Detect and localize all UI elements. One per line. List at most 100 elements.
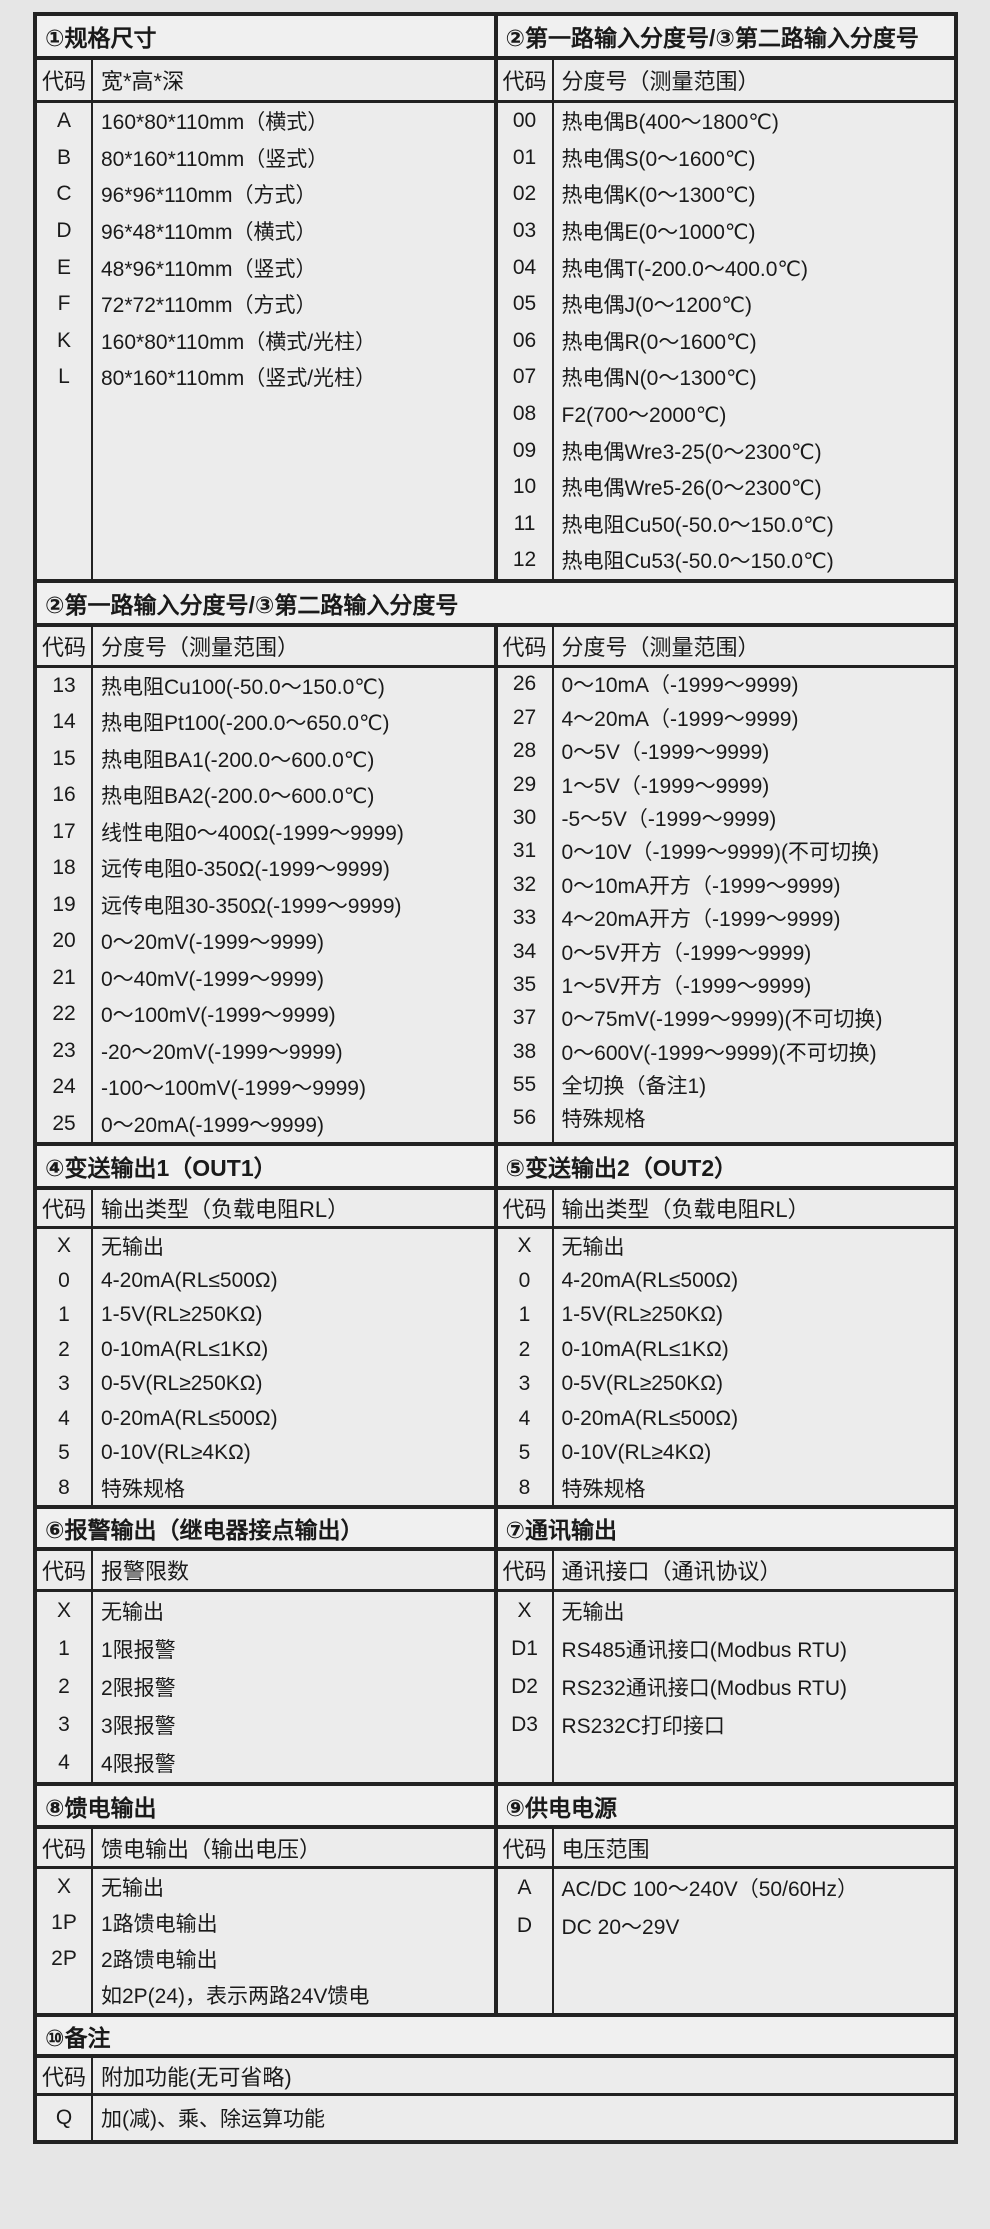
row-code: 01 bbox=[512, 145, 537, 169]
code-table-column: 代码 输出类型（负载电阻RL） X 0 1 2 3 4 5 8 无输出 4-20mA(RL≤500Ω… bbox=[493, 1190, 955, 1506]
row-description: 无输出 bbox=[561, 1236, 625, 1260]
row-description: 热电偶R(0～1600℃) bbox=[561, 330, 757, 354]
section-6-7-body: 代码 报警限数 X 1 2 3 4 无输出 1限报警 2限报警 3限报警 4限报警 代码 通讯接口（… bbox=[37, 1551, 955, 1783]
code-column-header: 代码 bbox=[37, 1190, 93, 1227]
row-code: 20 bbox=[52, 929, 76, 953]
description-column-header: 通讯接口（通讯协议） bbox=[561, 1559, 782, 1585]
row-description: 热电偶S(0～1600℃) bbox=[561, 147, 756, 171]
row-code: 3 bbox=[58, 1372, 70, 1396]
column-header-row: 代码 分度号（测量范围） bbox=[497, 60, 954, 103]
code-rows: A B C D E F K L 160*80*110mm（横式） 80*160*110mm（竖式）… bbox=[37, 103, 494, 579]
code-table-column: 代码 馈电输出（输出电压） X 1P 2P 无输出 1路馈电输出 2路馈电输出 如2P(24)… bbox=[37, 1829, 494, 2014]
description-cells: 加(减)、乘、除运算功能 bbox=[93, 2096, 954, 2140]
column-header-row: 代码 输出类型（负载电阻RL） bbox=[497, 1190, 954, 1230]
code-column-header: 代码 bbox=[37, 2058, 93, 2094]
row-code: X bbox=[517, 1234, 532, 1258]
row-description: 热电偶J(0～1200℃) bbox=[561, 294, 752, 318]
row-description: 0-10V(RL≥4KΩ) bbox=[561, 1441, 712, 1465]
row-code: 30 bbox=[512, 805, 537, 829]
row-description: 0-5V(RL≥250KΩ) bbox=[101, 1372, 263, 1396]
code-table-column: 代码 电压范围 A D AC/DC 100～240V（50/60Hz） DC 20～29… bbox=[493, 1829, 954, 2014]
row-code: E bbox=[56, 255, 71, 279]
row-description: 0～10mA开方（-1999～9999) bbox=[561, 874, 841, 898]
row-code: 09 bbox=[512, 438, 537, 462]
description-column-header: 宽*高*深 bbox=[101, 69, 185, 94]
section-header-row: ①规格尺寸 ②第一路输入分度号/③第二路输入分度号 bbox=[37, 16, 954, 60]
code-cells: 00 01 02 03 04 05 06 07 08 09 10 11 12 bbox=[498, 103, 554, 579]
section-header-row: ④变送输出1（OUT1） ⑤变送输出2（OUT2） bbox=[37, 1142, 954, 1191]
row-code: 2 bbox=[58, 1675, 70, 1699]
code-cells: X 1P 2P bbox=[37, 1869, 93, 2014]
code-rows: X 1P 2P 无输出 1路馈电输出 2路馈电输出 如2P(24)，表示两路24V馈电 bbox=[37, 1869, 494, 2014]
code-rows: 26 27 28 29 30 31 32 33 34 35 37 38 55 56 0～10mA（-1999… bbox=[498, 667, 955, 1143]
description-column-header: 附加功能(无可省略) bbox=[101, 2064, 292, 2090]
row-code: 12 bbox=[512, 548, 537, 572]
code-rows: X 1 2 3 4 无输出 1限报警 2限报警 3限报警 4限报警 bbox=[37, 1592, 494, 1783]
row-code: 18 bbox=[52, 856, 76, 880]
row-description: 0-10V(RL≥4KΩ) bbox=[101, 1441, 251, 1465]
row-code: 1 bbox=[518, 1303, 531, 1327]
row-code: 31 bbox=[512, 839, 537, 863]
row-code: 55 bbox=[512, 1073, 537, 1097]
row-code: 28 bbox=[512, 739, 537, 763]
description-cells: 0～10mA（-1999～9999) 4～20mA（-1999～9999) 0～5V… bbox=[554, 668, 955, 1143]
row-description: 0-20mA(RL≤500Ω) bbox=[101, 1406, 278, 1430]
code-column-header: 代码 bbox=[37, 60, 93, 100]
row-description: 0～600V(-1999～9999)(不可切换) bbox=[561, 1041, 877, 1065]
row-description: 1～5V（-1999～9999) bbox=[561, 774, 770, 798]
row-description: 2限报警 bbox=[101, 1677, 176, 1701]
row-description: 0-5V(RL≥250KΩ) bbox=[561, 1372, 723, 1396]
row-code: 27 bbox=[512, 705, 537, 729]
row-code: 15 bbox=[52, 746, 76, 770]
row-code: 22 bbox=[52, 1002, 76, 1026]
code-table-column: 代码 输出类型（负载电阻RL） X 0 1 2 3 4 5 8 无输出 4-20mA(RL≤500Ω… bbox=[37, 1190, 494, 1506]
row-code: 32 bbox=[512, 872, 537, 896]
row-code: 34 bbox=[512, 939, 537, 963]
code-cells: 13 14 15 16 17 18 19 20 21 22 23 24 25 bbox=[37, 667, 93, 1143]
description-column-header: 输出类型（负载电阻RL） bbox=[561, 1197, 810, 1223]
row-code: 2P bbox=[51, 1947, 77, 1971]
code-column-header: 代码 bbox=[37, 1551, 93, 1590]
row-code: 16 bbox=[52, 783, 76, 807]
row-code: 33 bbox=[512, 906, 537, 930]
description-column-header: 分度号（测量范围） bbox=[101, 634, 300, 660]
description-cells: 无输出 1限报警 2限报警 3限报警 4限报警 bbox=[93, 1592, 494, 1782]
code-table-column: 代码 分度号（测量范围） 00 01 02 03 04 05 06 07 08 09 10 11 12 热电… bbox=[493, 60, 955, 579]
row-description: 无输出 bbox=[101, 1877, 164, 1901]
row-description: 无输出 bbox=[101, 1601, 164, 1625]
row-description: 80*160*110mm（竖式） bbox=[101, 147, 329, 171]
code-column-header: 代码 bbox=[498, 1829, 554, 1867]
description-column-header: 报警限数 bbox=[101, 1559, 190, 1585]
row-description: 0～5V（-1999～9999) bbox=[561, 741, 770, 765]
row-code: 00 bbox=[512, 109, 537, 133]
code-rows: X D1 D2 D3 无输出 RS485通讯接口(Modbus RTU) RS232通讯接口… bbox=[498, 1592, 955, 1783]
description-cells: 无输出 4-20mA(RL≤500Ω) 1-5V(RL≥250KΩ) 0-10mA(R… bbox=[554, 1229, 955, 1505]
description-column-header: 电压范围 bbox=[561, 1836, 650, 1862]
code-column-header: 代码 bbox=[498, 1190, 554, 1227]
description-cells: 热电偶B(400～1800℃) 热电偶S(0～1600℃) 热电偶K(0～1300℃… bbox=[554, 103, 955, 579]
row-description: 1路馈电输出 bbox=[101, 1913, 218, 1937]
row-code: D1 bbox=[511, 1637, 538, 1661]
row-description: 线性电阻0～400Ω(-1999～9999) bbox=[101, 821, 404, 845]
section-1-2-body: 代码 宽*高*深 A B C D E F K L 160*80*110mm（横式） 80*160*1… bbox=[37, 60, 954, 579]
section-title-alarm: ⑥报警输出（继电器接点输出） bbox=[45, 1517, 364, 1544]
row-code: 3 bbox=[58, 1713, 70, 1737]
row-description: 4-20mA(RL≤500Ω) bbox=[561, 1268, 739, 1292]
row-description: 热电阻Cu50(-50.0～150.0℃) bbox=[561, 513, 834, 537]
row-description: 如2P(24)，表示两路24V馈电 bbox=[101, 1985, 370, 2009]
row-description: 热电阻Pt100(-200.0～650.0℃) bbox=[101, 712, 390, 736]
row-description: -100～100mV(-1999～9999) bbox=[101, 1077, 366, 1101]
row-code: 2 bbox=[518, 1337, 531, 1361]
row-code: 11 bbox=[513, 511, 536, 535]
row-description: 热电偶T(-200.0～400.0℃) bbox=[561, 257, 809, 281]
row-description: 加(减)、乘、除运算功能 bbox=[101, 2108, 325, 2132]
row-code: X bbox=[56, 1599, 71, 1623]
row-code: 07 bbox=[512, 365, 537, 389]
row-description: -5～5V（-1999～9999) bbox=[561, 807, 777, 831]
row-code: 8 bbox=[58, 1475, 70, 1499]
row-description: 热电阻Cu53(-50.0～150.0℃) bbox=[561, 550, 834, 574]
column-header-row: 代码 通讯接口（通讯协议） bbox=[497, 1551, 954, 1593]
row-code: 1P bbox=[51, 1911, 77, 1935]
row-code: 56 bbox=[512, 1106, 537, 1130]
row-description: 特殊规格 bbox=[561, 1477, 646, 1501]
